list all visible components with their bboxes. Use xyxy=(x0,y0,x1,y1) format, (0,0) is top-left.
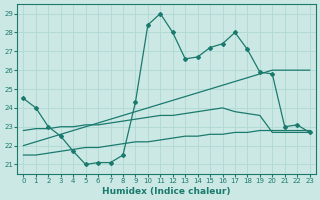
X-axis label: Humidex (Indice chaleur): Humidex (Indice chaleur) xyxy=(102,187,231,196)
